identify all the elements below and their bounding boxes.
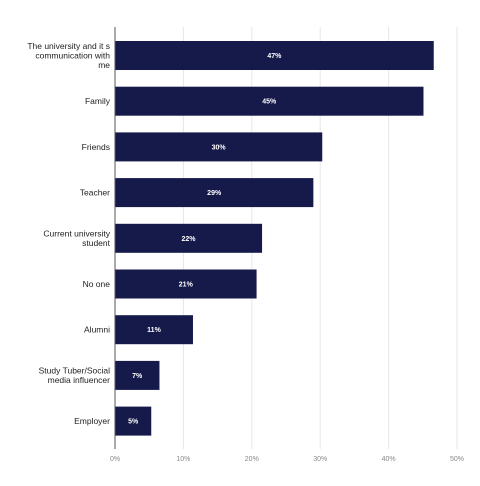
category-label: Family bbox=[85, 96, 111, 106]
bar-value-label: 21% bbox=[179, 282, 194, 289]
x-tick-label: 10% bbox=[176, 456, 190, 463]
category-label-line: Study Tuber/Social bbox=[39, 366, 110, 376]
x-tick-label: 30% bbox=[313, 456, 327, 463]
category-label-line: media influencer bbox=[48, 375, 111, 385]
bars: 47% 45% 30% 29% 22% 21% 11% 7% 5% bbox=[115, 41, 434, 436]
category-label-line: No one bbox=[83, 279, 111, 289]
category-label: The university and it s communication wit… bbox=[27, 41, 110, 70]
x-tick-label: 40% bbox=[382, 456, 396, 463]
bar-value-label: 45% bbox=[262, 99, 277, 106]
bar bbox=[115, 178, 314, 208]
category-label: Friends bbox=[82, 142, 110, 152]
x-tick-label: 50% bbox=[450, 456, 464, 463]
bar-value-label: 5% bbox=[128, 419, 139, 426]
bar-value-label: 7% bbox=[132, 373, 143, 380]
category-label-line: Teacher bbox=[80, 188, 110, 198]
bar bbox=[115, 223, 263, 253]
x-axis-ticks: 0% 10% 20% 30% 40% 50% bbox=[110, 456, 464, 463]
bar-value-label: 30% bbox=[212, 144, 227, 151]
x-tick-label: 20% bbox=[245, 456, 259, 463]
category-label-line: Employer bbox=[74, 416, 110, 426]
bar bbox=[115, 360, 160, 390]
category-label-line: Friends bbox=[82, 142, 110, 152]
category-label: Teacher bbox=[80, 188, 110, 198]
category-label: Study Tuber/Social media influencer bbox=[39, 366, 111, 386]
category-label-line: Current university bbox=[43, 229, 110, 239]
bar bbox=[115, 41, 434, 70]
category-label: Alumni bbox=[84, 325, 110, 335]
category-label-line: Family bbox=[85, 96, 111, 106]
bar bbox=[115, 406, 152, 436]
bar bbox=[115, 132, 323, 162]
category-label-line: me bbox=[98, 60, 110, 70]
bar-value-label: 22% bbox=[182, 236, 197, 243]
category-label-line: student bbox=[82, 238, 111, 248]
category-label-line: communication with bbox=[35, 51, 110, 61]
category-label-line: The university and it s bbox=[27, 41, 110, 51]
category-labels: The university and it s communication wit… bbox=[27, 41, 110, 426]
bar bbox=[115, 86, 424, 116]
category-label: Current university student bbox=[43, 229, 110, 249]
bar bbox=[115, 269, 257, 299]
bar bbox=[115, 315, 193, 345]
x-tick-label: 0% bbox=[110, 456, 120, 463]
category-label: Employer bbox=[74, 416, 110, 426]
bar-value-label: 29% bbox=[207, 190, 222, 197]
category-label-line: Alumni bbox=[84, 325, 110, 335]
bar-value-label: 11% bbox=[147, 327, 161, 334]
bar-value-label: 47% bbox=[267, 53, 282, 60]
category-label: No one bbox=[83, 279, 111, 289]
